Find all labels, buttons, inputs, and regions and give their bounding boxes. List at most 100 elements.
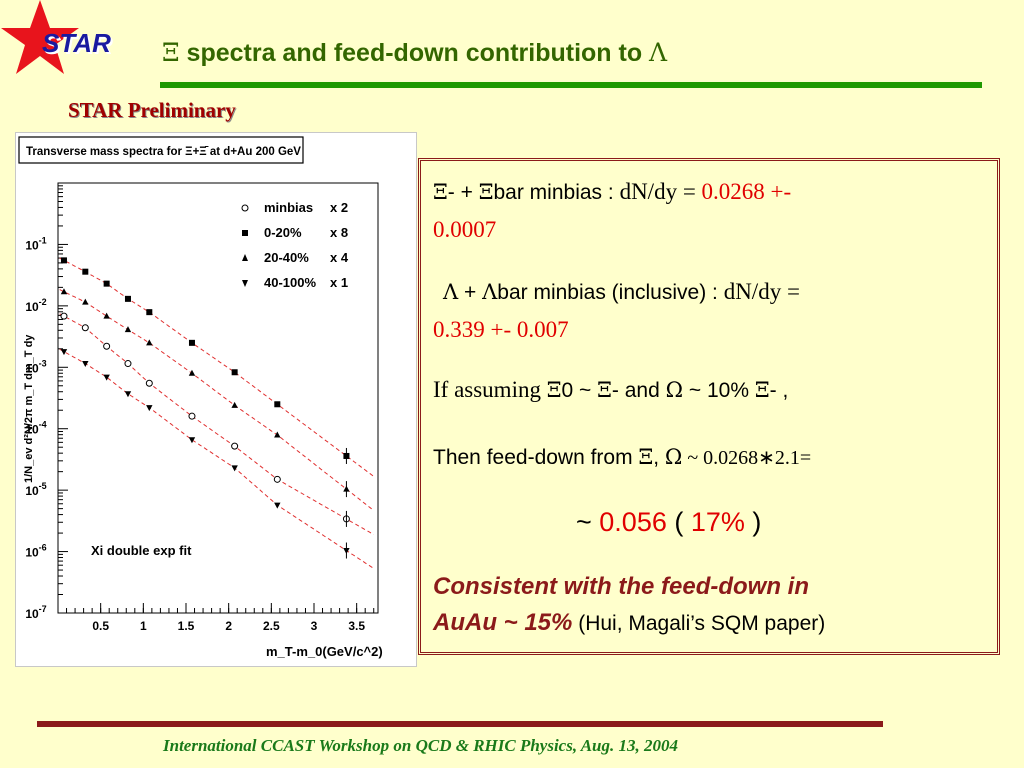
text-fragment: ~ 0.0268∗2.1= [682, 447, 812, 469]
text-fragment: ~ [576, 507, 600, 537]
legend-scale: x 1 [330, 275, 348, 290]
text-fragment: dN/dy = [723, 279, 800, 304]
slide-title: Ξ spectra and feed-down contribution to … [162, 38, 667, 68]
fit-label: Xi double exp fit [91, 543, 192, 558]
x-tick-label: 2 [225, 619, 232, 633]
x-tick-label: 3.5 [348, 619, 365, 633]
point-40-100% [188, 437, 196, 444]
point-20-40% [103, 312, 110, 319]
point-0-20% [60, 257, 67, 264]
legend-label: minbias [264, 200, 313, 215]
chart-title-box [18, 136, 304, 164]
preliminary-label: STAR Preliminary [68, 98, 236, 122]
point-40-100% [60, 349, 68, 356]
point-20-40% [188, 369, 196, 376]
point-40-100% [124, 391, 132, 398]
text-line-xi-dndy: Ξ- + Ξbar minbias : dN/dy = 0.0268 +- [433, 179, 791, 205]
chart-title: Transverse mass spectra for Ξ+Ξ̄ at d+Au… [26, 146, 301, 158]
point-40-100% [231, 465, 238, 472]
point-minbias [103, 342, 111, 350]
xi-symbol: Ξ [433, 180, 448, 204]
text-line-auau: AuAu ~ 15% (Hui, Magali’s SQM paper) [433, 609, 825, 637]
data-points [60, 257, 350, 559]
y-tick-label: 10-5 [25, 481, 46, 498]
text-fragment: ) [744, 507, 762, 537]
title-lambda-symbol: Λ [649, 38, 668, 67]
legend-label: 20-40% [264, 250, 309, 265]
lambda-dndy-value: 0.339 +- 0.007 [433, 317, 569, 342]
text-fragment: 0 ~ [561, 379, 598, 402]
text-line-lambda-value: 0.339 +- 0.007 [433, 317, 569, 343]
legend-label: 0-20% [264, 225, 302, 240]
y-tick-label: 10-2 [25, 297, 46, 314]
point-0-20% [188, 339, 195, 346]
point-40-100% [82, 361, 89, 368]
xi-symbol: Ξ [638, 445, 654, 469]
xi-symbol: Ξ [597, 378, 612, 402]
text-fragment: + [458, 281, 483, 304]
point-0-20% [274, 401, 281, 408]
text-line-consistent: Consistent with the feed-down in [433, 573, 809, 600]
title-underline [160, 82, 982, 88]
x-tick-label: 1.5 [178, 619, 195, 633]
lambda-symbol: Λ [443, 280, 459, 304]
text-line-feeddown: Then feed-down from Ξ, Ω ~ 0.0268∗2.1= [433, 445, 811, 470]
footer-text: International CCAST Workshop on QCD & RH… [163, 736, 679, 755]
point-0-20% [103, 280, 110, 287]
text-fragment: - and [611, 379, 666, 402]
spectra-chart: Transverse mass spectra for Ξ+Ξ̄ at d+Au… [18, 136, 383, 659]
point-minbias [273, 475, 281, 483]
x-tick-label: 0.5 [92, 619, 109, 633]
xi-symbol: Ξ [478, 180, 494, 204]
title-xi-symbol: Ξ [162, 38, 180, 67]
legend-scale: x 4 [330, 250, 349, 265]
x-axis-label: m_T-m_0(GeV/c^2) [266, 644, 383, 659]
point-40-100% [103, 374, 110, 381]
auau-fraction: AuAu ~ 15% [433, 609, 573, 636]
results-textbox: Ξ- + Ξbar minbias : dN/dy = 0.0268 +- 0.… [418, 158, 1000, 655]
fit-curves [59, 257, 375, 569]
text-fragment: - , [769, 379, 789, 402]
fit-curve-20-40% [59, 289, 375, 511]
reference-text: (Hui, Magali’s SQM paper) [572, 612, 826, 635]
y-tick-label: 10-4 [25, 420, 46, 437]
fit-curve-0-20% [59, 257, 375, 477]
text-fragment: Then feed-down from [433, 446, 639, 469]
text-fragment: bar minbias : [493, 181, 620, 204]
footer-rule [37, 721, 883, 727]
point-minbias [124, 360, 132, 368]
omega-symbol: Ω [665, 378, 684, 402]
point-minbias [231, 442, 239, 450]
point-40-100% [146, 405, 153, 412]
logo-text: STAR [42, 28, 111, 58]
point-20-40% [231, 401, 238, 408]
star-logo [1, 0, 79, 74]
legend-scale: x 8 [330, 225, 348, 240]
text-line-xi-error: 0.0007 [433, 217, 496, 243]
xi-dndy-error: 0.0007 [433, 217, 497, 242]
point-0-20% [231, 369, 238, 376]
point-40-100% [274, 502, 281, 509]
point-20-40% [60, 288, 68, 295]
feeddown-percent: 17% [690, 507, 745, 537]
xi-symbol: Ξ [754, 378, 770, 402]
text-fragment: bar minbias (inclusive) : [497, 281, 724, 304]
legend-label: 40-100% [264, 275, 316, 290]
point-20-40% [274, 431, 281, 438]
xi-symbol: Ξ [546, 378, 562, 402]
lambda-symbol: Λ [482, 280, 498, 304]
legend-marker [242, 280, 248, 287]
x-tick-label: 2.5 [263, 619, 280, 633]
title-text: spectra and feed-down contribution to [179, 39, 650, 67]
y-axis-label: 1/N_ev d²N/2π m_T dm_T dy [23, 334, 35, 483]
text-line-lambda-dndy: Λ + Λbar minbias (inclusive) : dN/dy = [443, 279, 800, 305]
star-icon [1, 0, 79, 74]
y-tick-label: 10-1 [25, 235, 46, 252]
point-20-40% [82, 298, 89, 305]
text-line-assumption: If assuming Ξ0 ~ Ξ- and Ω ~ 10% Ξ- , [433, 377, 788, 403]
fit-curve-40-100% [59, 348, 374, 569]
text-line-result: ~ 0.056 ( 17% ) [576, 507, 761, 538]
text-fragment: , [653, 446, 665, 469]
fit-curve-minbias [59, 313, 374, 536]
point-0-20% [146, 309, 153, 316]
